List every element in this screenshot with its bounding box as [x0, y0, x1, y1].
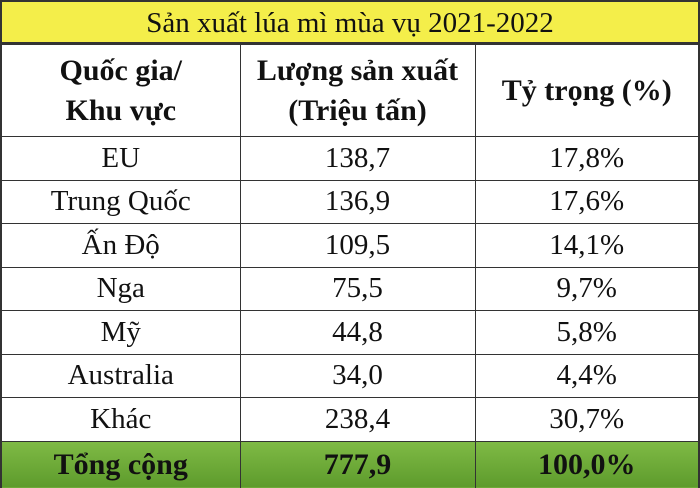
data-cell: 14,1%: [474, 223, 698, 268]
total-cell: 100,0%: [474, 440, 698, 488]
data-row: Mỹ 44,8 5,8%: [2, 310, 698, 355]
data-row: Khác 238,4 30,7%: [2, 397, 698, 442]
header-row: Quốc gia/ Khu vực Lượng sản xuất (Triệu t…: [2, 44, 698, 137]
data-cell: Australia: [2, 353, 241, 398]
data-cell: EU: [2, 136, 241, 181]
data-cell: 4,4%: [474, 353, 698, 398]
header-cell: Quốc gia/ Khu vực: [2, 44, 241, 137]
total-cell: Tổng cộng: [2, 440, 241, 488]
data-cell: 138,7: [239, 136, 476, 181]
data-cell: 17,8%: [474, 136, 698, 181]
data-cell: 17,6%: [474, 179, 698, 224]
table-title: Sản xuất lúa mì mùa vụ 2021-2022: [2, 2, 698, 44]
data-cell: 5,8%: [474, 310, 698, 355]
header-cell: Tỷ trọng (%): [474, 44, 698, 137]
header-cell: Lượng sản xuất (Triệu tấn): [239, 44, 476, 137]
data-cell: 44,8: [239, 310, 476, 355]
data-cell: Khác: [2, 397, 241, 442]
data-cell: Ấn Độ: [2, 223, 241, 268]
data-row: Nga 75,5 9,7%: [2, 266, 698, 311]
data-cell: 136,9: [239, 179, 476, 224]
total-row: Tổng cộng 777,9 100,0%: [2, 440, 698, 488]
data-cell: 30,7%: [474, 397, 698, 442]
data-cell: 75,5: [239, 266, 476, 311]
data-cell: 34,0: [239, 353, 476, 398]
data-row: Ấn Độ 109,5 14,1%: [2, 223, 698, 268]
data-row: Trung Quốc 136,9 17,6%: [2, 179, 698, 224]
data-cell: Nga: [2, 266, 241, 311]
data-row: Australia 34,0 4,4%: [2, 353, 698, 398]
data-cell: 238,4: [239, 397, 476, 442]
data-table: Quốc gia/ Khu vực Lượng sản xuất (Triệu t…: [2, 44, 698, 488]
total-cell: 777,9: [239, 440, 476, 488]
data-cell: 109,5: [239, 223, 476, 268]
data-cell: Trung Quốc: [2, 179, 241, 224]
data-row: EU 138,7 17,8%: [2, 136, 698, 181]
data-cell: 9,7%: [474, 266, 698, 311]
data-cell: Mỹ: [2, 310, 241, 355]
